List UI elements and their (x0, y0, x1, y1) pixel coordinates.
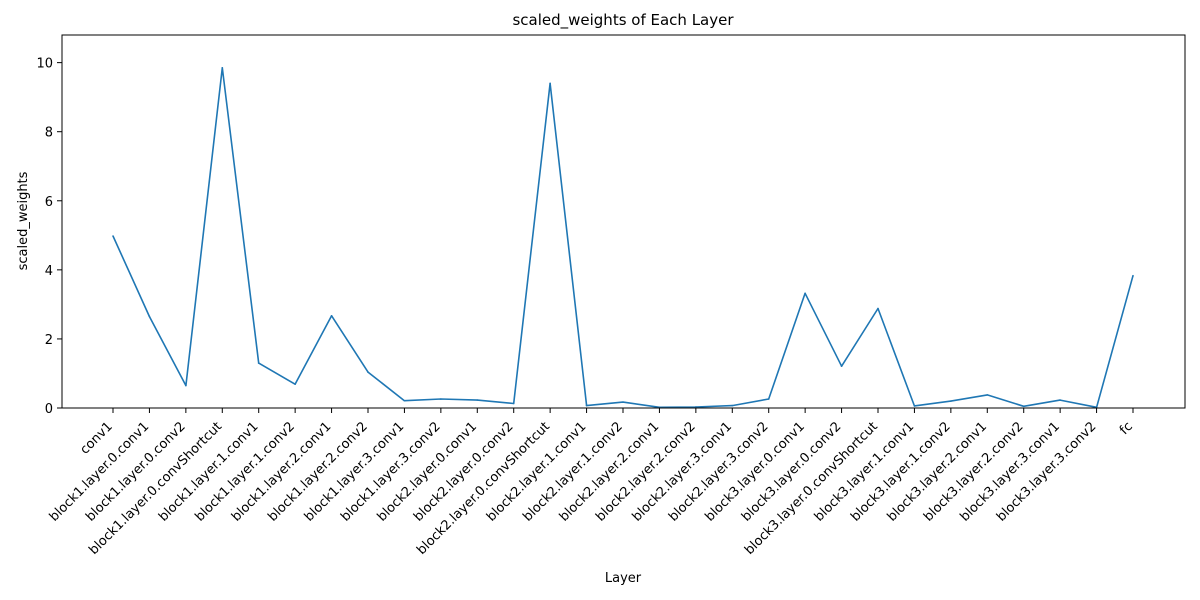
y-tick-label: 0 (45, 402, 53, 417)
y-tick-label: 4 (45, 264, 53, 279)
plot-area (62, 35, 1185, 408)
data-point (804, 292, 806, 295)
data-point (330, 314, 333, 317)
data-point (585, 404, 588, 407)
data-point (950, 400, 952, 402)
y-tick-label: 8 (45, 126, 53, 141)
data-point (112, 235, 114, 237)
data-point (549, 82, 551, 85)
data-point (257, 362, 260, 364)
data-point (221, 67, 224, 69)
data-point (695, 406, 697, 408)
x-axis-title: Layer (605, 571, 642, 586)
plot-frame (61, 34, 1186, 409)
y-tick-label: 10 (36, 57, 53, 72)
data-point (731, 404, 734, 407)
data-point (148, 315, 151, 318)
chart-title: scaled_weights of Each Layer (512, 11, 734, 30)
data-point (440, 398, 442, 400)
series-layer (112, 67, 1134, 409)
data-point (877, 307, 879, 310)
y-axis: 0 2 4 6 8 10 (36, 57, 62, 417)
data-point (403, 399, 406, 402)
x-tick-label: block3.layer.0.convShortcut (742, 419, 881, 558)
data-point (913, 405, 916, 407)
data-point (986, 394, 989, 396)
y-axis-title: scaled_weights (16, 171, 31, 270)
data-point (512, 402, 515, 405)
data-point (1022, 405, 1025, 408)
data-point (840, 365, 843, 368)
y-tick-label: 2 (45, 333, 53, 348)
x-axis: conv1block1.layer.0.conv1block1.layer.0.… (47, 408, 1136, 558)
data-point (185, 384, 187, 387)
data-point (622, 401, 624, 403)
x-tick-label: fc (1117, 419, 1136, 438)
x-tick-label: block2.layer.0.convShortcut (414, 419, 553, 558)
data-point (367, 371, 369, 373)
data-point (476, 399, 479, 401)
data-point (767, 398, 770, 400)
data-point (294, 383, 296, 385)
data-point (1059, 399, 1061, 401)
x-tick-label: block1.layer.0.convShortcut (86, 419, 225, 558)
data-point (1132, 274, 1134, 277)
y-tick-label: 6 (45, 195, 53, 210)
